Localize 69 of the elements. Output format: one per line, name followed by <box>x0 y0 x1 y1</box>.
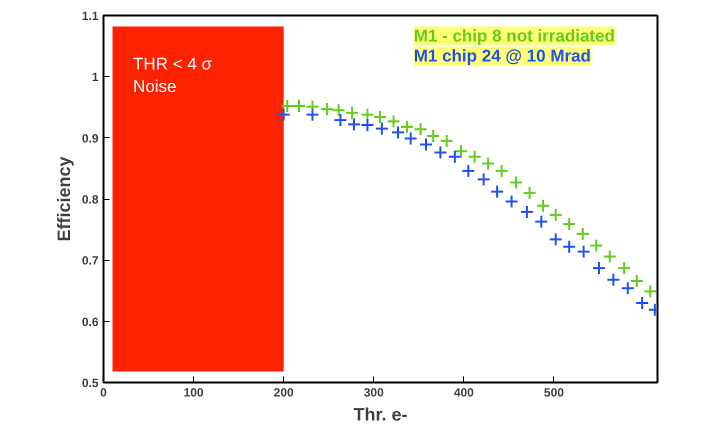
y-axis-title: Efficiency <box>54 156 74 242</box>
point <box>374 122 389 136</box>
text: M1 - chip 8 not irradiated <box>414 26 615 46</box>
y-tick-label: 0.7 <box>82 254 99 268</box>
point <box>643 284 658 298</box>
point <box>476 172 491 186</box>
point <box>630 274 644 288</box>
point <box>332 103 346 118</box>
point <box>490 184 504 199</box>
point <box>305 108 320 122</box>
point <box>536 198 550 213</box>
point <box>404 131 418 146</box>
point <box>534 214 548 229</box>
y-tick-label: 0.6 <box>82 314 99 329</box>
point <box>576 244 591 259</box>
point <box>576 226 590 241</box>
y-tick-label: 1.1 <box>82 9 99 23</box>
x-tick-label: 0 <box>100 386 108 400</box>
point <box>562 240 576 254</box>
point <box>345 106 360 120</box>
point <box>589 238 604 252</box>
point <box>391 125 406 140</box>
y-tick-label: 0.9 <box>82 131 99 146</box>
y-tick-label: 1 <box>92 70 99 84</box>
point <box>602 249 617 264</box>
point <box>562 217 576 232</box>
point <box>346 117 361 132</box>
point <box>592 261 606 276</box>
point <box>333 113 348 128</box>
point <box>548 208 563 222</box>
point <box>620 281 635 296</box>
text: M1 chip 24 @ 10 Mrad <box>414 46 591 66</box>
point <box>522 186 537 200</box>
point <box>454 144 468 158</box>
x-tick-label: 300 <box>364 386 384 400</box>
point <box>548 232 563 246</box>
point <box>520 204 534 219</box>
point <box>433 146 448 160</box>
point <box>360 118 374 132</box>
point <box>414 122 428 136</box>
point <box>494 164 509 178</box>
point <box>461 164 476 178</box>
point <box>606 272 620 287</box>
y-tick-label: 0.5 <box>82 376 99 390</box>
point <box>400 120 414 134</box>
point <box>360 108 374 122</box>
point <box>276 108 291 122</box>
point <box>509 175 524 190</box>
point <box>440 134 454 148</box>
point <box>280 99 294 114</box>
point <box>448 150 462 164</box>
point <box>635 296 650 310</box>
x-tick-label: 400 <box>454 386 474 400</box>
point <box>386 114 401 128</box>
x-axis-title: Thr. e- <box>353 404 408 424</box>
y-tick-label: 0.8 <box>82 192 99 206</box>
point <box>617 261 632 276</box>
x-tick-label: 500 <box>544 386 564 400</box>
x-tick-label: 200 <box>274 386 294 400</box>
point <box>373 110 388 124</box>
point <box>292 99 306 114</box>
point <box>504 194 519 208</box>
band-label: THR < 4 σ Noise <box>133 54 213 96</box>
point <box>468 150 482 164</box>
point <box>418 138 433 152</box>
point <box>481 156 496 171</box>
x-tick-label: 100 <box>184 386 204 400</box>
point <box>320 102 334 116</box>
point <box>426 129 440 143</box>
